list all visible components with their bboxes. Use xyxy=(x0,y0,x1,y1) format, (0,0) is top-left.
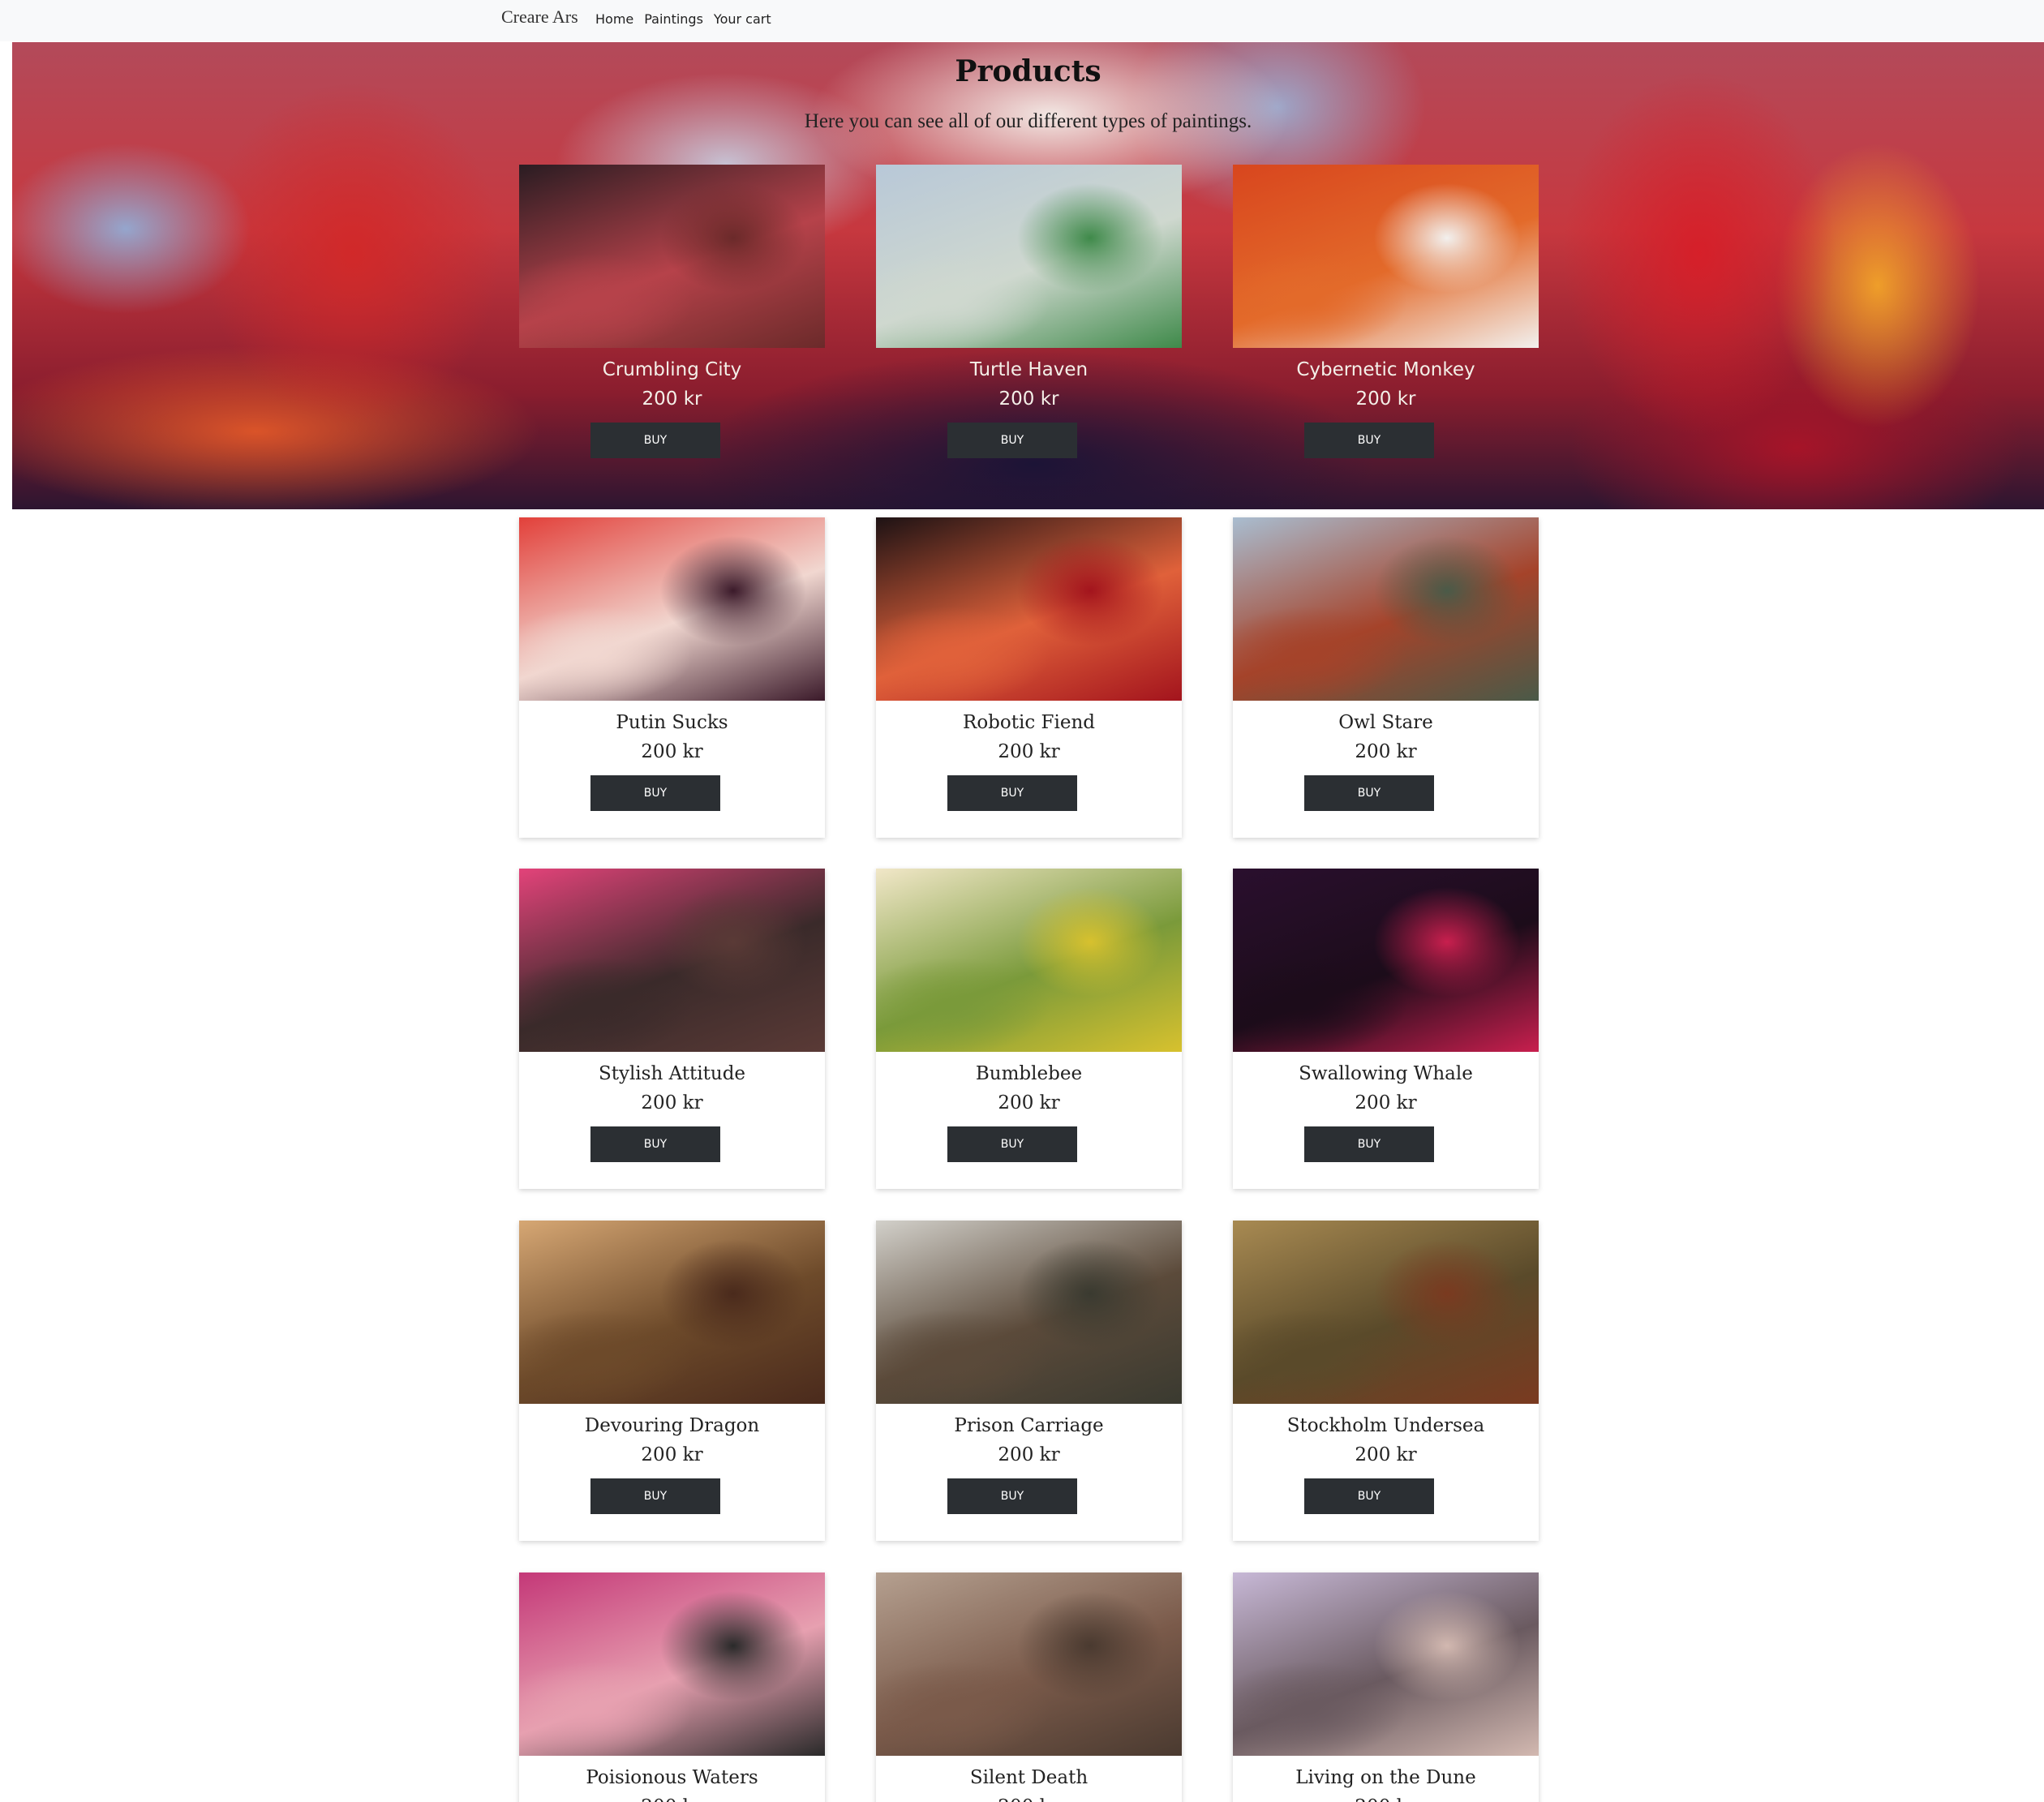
product-title: Living on the Dune xyxy=(1295,1767,1476,1788)
product-title: Turtle Haven xyxy=(969,359,1089,380)
buy-button[interactable]: BUY xyxy=(947,423,1077,458)
product-image xyxy=(1233,1221,1539,1404)
product-image xyxy=(1233,517,1539,701)
product-price: 200 kr xyxy=(642,388,702,410)
product-price: 200 kr xyxy=(519,1796,825,1802)
product-title: Crumbling City xyxy=(602,359,742,380)
product-card: Cybernetic Monkey 200 kr BUY xyxy=(1233,165,1539,485)
buy-button[interactable]: BUY xyxy=(1304,775,1434,811)
product-price: 200 kr xyxy=(1233,1796,1539,1802)
product-price: 200 kr xyxy=(998,1444,1060,1465)
buy-button[interactable]: BUY xyxy=(590,1126,720,1162)
product-card: Bumblebee 200 kr BUY xyxy=(876,869,1182,1189)
product-card: Prison Carriage 200 kr BUY xyxy=(876,1221,1182,1541)
product-title: Cybernetic Monkey xyxy=(1296,359,1475,380)
buy-button[interactable]: BUY xyxy=(947,775,1077,811)
brand-link[interactable]: Creare Ars xyxy=(501,6,578,27)
product-title: Stylish Attitude xyxy=(598,1063,746,1084)
product-title: Poisionous Waters xyxy=(586,1767,758,1788)
product-card: Stylish Attitude 200 kr BUY xyxy=(519,869,825,1189)
product-price: 200 kr xyxy=(1355,388,1416,410)
buy-button[interactable]: BUY xyxy=(1304,423,1434,458)
product-price: 200 kr xyxy=(998,388,1059,410)
product-card: Devouring Dragon 200 kr BUY xyxy=(519,1221,825,1541)
product-image xyxy=(519,869,825,1052)
product-image xyxy=(876,165,1182,348)
product-image xyxy=(519,517,825,701)
product-price: 200 kr xyxy=(1355,1444,1417,1465)
product-image xyxy=(1233,165,1539,348)
product-title: Devouring Dragon xyxy=(584,1415,760,1436)
product-price: 200 kr xyxy=(998,741,1060,762)
nav-link-home[interactable]: Home xyxy=(595,11,634,27)
product-price: 200 kr xyxy=(641,741,703,762)
navbar: Creare Ars Home Paintings Your cart xyxy=(0,0,2044,41)
product-card: Stockholm Undersea 200 kr BUY xyxy=(1233,1221,1539,1541)
product-card: Crumbling City 200 kr BUY xyxy=(519,165,825,485)
product-price: 200 kr xyxy=(641,1092,703,1113)
page-title: Products xyxy=(955,54,1101,88)
product-image xyxy=(876,517,1182,701)
product-price: 200 kr xyxy=(998,1092,1060,1113)
product-title: Putin Sucks xyxy=(616,712,728,733)
nav-link-your-cart[interactable]: Your cart xyxy=(713,11,771,27)
buy-button[interactable]: BUY xyxy=(1304,1478,1434,1514)
product-title: Prison Carriage xyxy=(954,1415,1104,1436)
buy-button[interactable]: BUY xyxy=(590,775,720,811)
product-price: 200 kr xyxy=(1355,741,1417,762)
buy-button[interactable]: BUY xyxy=(1304,1126,1434,1162)
product-card: Owl Stare 200 kr BUY xyxy=(1233,517,1539,838)
page-subtitle: Here you can see all of our different ty… xyxy=(804,110,1252,132)
product-title: Silent Death xyxy=(969,1767,1089,1788)
product-price: 200 kr xyxy=(876,1796,1182,1802)
buy-button[interactable]: BUY xyxy=(590,1478,720,1514)
product-price: 200 kr xyxy=(641,1444,703,1465)
product-image xyxy=(876,1572,1182,1756)
product-image xyxy=(876,1221,1182,1404)
product-price: 200 kr xyxy=(1355,1092,1417,1113)
product-title: Robotic Fiend xyxy=(963,712,1095,733)
nav-link-paintings[interactable]: Paintings xyxy=(644,11,703,27)
product-image xyxy=(519,165,825,348)
product-image xyxy=(519,1572,825,1756)
product-title: Stockholm Undersea xyxy=(1286,1415,1485,1436)
product-image xyxy=(519,1221,825,1404)
product-card: Robotic Fiend 200 kr BUY xyxy=(876,517,1182,838)
product-title: Bumblebee xyxy=(975,1063,1083,1084)
product-image xyxy=(1233,1572,1539,1756)
product-title: Swallowing Whale xyxy=(1299,1063,1473,1084)
product-title: Owl Stare xyxy=(1338,712,1433,733)
buy-button[interactable]: BUY xyxy=(947,1478,1077,1514)
product-image xyxy=(1233,869,1539,1052)
product-card: Swallowing Whale 200 kr BUY xyxy=(1233,869,1539,1189)
buy-button[interactable]: BUY xyxy=(590,423,720,458)
buy-button[interactable]: BUY xyxy=(947,1126,1077,1162)
product-image xyxy=(876,869,1182,1052)
nav-links: Home Paintings Your cart xyxy=(595,11,771,27)
product-card: Putin Sucks 200 kr BUY xyxy=(519,517,825,838)
product-card: Turtle Haven 200 kr BUY xyxy=(876,165,1182,485)
